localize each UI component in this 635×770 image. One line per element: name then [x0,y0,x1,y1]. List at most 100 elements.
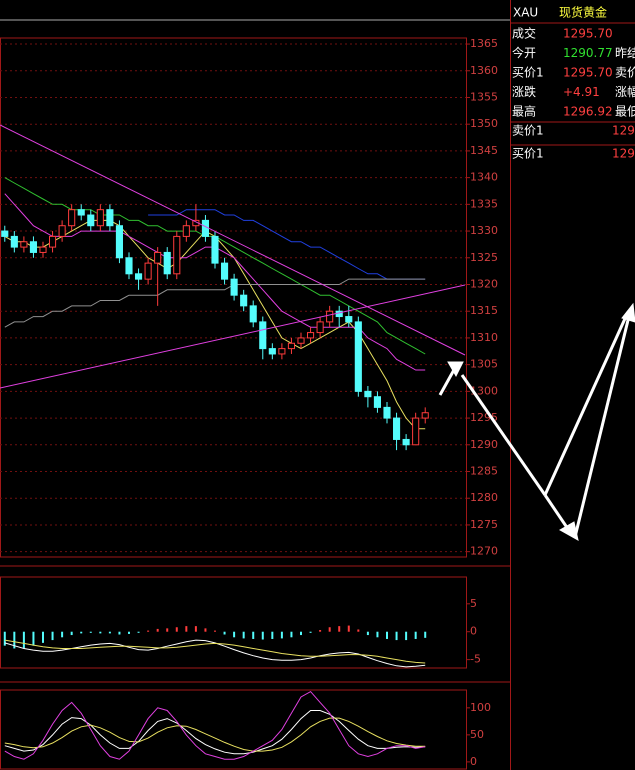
arrowhead [621,302,635,323]
arrow [438,367,457,396]
y-tick-label: 1320 [470,277,498,290]
book-label: 买价1 [512,147,544,161]
candle-body [354,321,362,392]
symbol: XAU [513,6,538,20]
y-tick-label: 1285 [470,465,498,478]
y-tick-label: 1290 [470,438,498,451]
candle-body [39,246,47,253]
y-tick-label: 1270 [470,545,498,558]
y-tick-label: -5 [470,653,481,666]
candle-body [201,219,210,237]
candle-body [211,235,219,264]
candle-body [230,278,238,296]
candle-body [68,209,76,227]
candle-body [259,321,267,350]
field-value: 1295.70 [563,27,613,41]
candle-body [77,209,85,216]
indicator-line [4,690,426,760]
y-tick-label: 1335 [470,197,498,210]
indicator-line [4,710,426,755]
y-tick-label: 1275 [470,518,498,531]
field-label: 成交 [512,26,536,41]
candle-body [154,251,162,264]
arrow [543,311,630,496]
y-tick-label: 1330 [470,224,498,237]
candle-body [345,316,353,323]
y-tick-label: 100 [470,701,491,714]
arrows [438,302,635,541]
field-value: 1295.70 [563,66,613,80]
y-tick-label: 1305 [470,358,498,371]
field-label: 最低 [615,105,635,119]
book-price: 1295 [612,124,635,138]
candle-body [297,337,305,344]
field-value: 1290.77 [563,46,613,60]
macd-frame [0,576,467,669]
field-label: 买价1 [512,66,544,80]
candle-body [249,305,257,323]
field-value: 1296.92 [563,105,613,119]
arrowhead [447,361,464,378]
field-value: +4.91 [563,85,600,99]
candle-body [316,321,324,334]
y-tick-label: 1325 [470,251,498,264]
indicator-line [148,209,426,280]
candle-body [10,235,18,248]
candle-body [144,262,152,280]
candle-body [173,235,181,275]
candle-body [392,417,401,440]
indicator-line [4,278,426,328]
y-tick-label: 1310 [470,331,498,344]
field-label: 涨幅 [615,84,635,99]
candle-body [20,241,28,248]
candle-body [134,273,143,280]
candle-body [287,342,296,350]
field-label: 卖价 [615,66,635,80]
candle-body [383,406,391,419]
candle-body [48,235,57,248]
instrument-name: 现货黄金 [559,5,607,20]
trend-line [0,284,466,389]
y-tick-label: 1280 [470,491,498,504]
y-tick-label: 1340 [470,171,498,184]
arrow [543,494,572,533]
y-tick-label: 0 [470,625,477,638]
candle-body [402,438,410,446]
field-label: 最高 [512,104,536,119]
candle-body [421,412,429,419]
candle-body [58,225,66,237]
arrow [573,311,632,538]
candle-body [163,251,171,275]
candle-body [87,214,95,227]
candle-body [373,396,382,408]
candle-body [1,230,9,237]
y-tick-label: 1360 [470,64,498,77]
book-label: 卖价1 [512,124,544,138]
candle-body [268,348,276,355]
candle-body [364,390,372,398]
y-tick-label: 0 [470,755,477,768]
trend-line [0,124,466,356]
candle-body [125,257,133,275]
candle-body [115,225,124,259]
candle-body [96,209,104,227]
kdj-frame [0,689,467,770]
field-label: 昨结 [615,46,635,60]
main-frame [0,37,467,558]
y-tick-label: 5 [470,597,477,610]
candle-body [326,310,334,323]
y-tick-label: 1365 [470,37,498,50]
y-tick-label: 1350 [470,117,498,130]
field-label: 涨跌 [512,84,536,99]
candle-body [278,348,286,355]
indicator-line [4,639,426,664]
candle-body [182,225,190,237]
candle-body [306,332,315,339]
candle-body [29,241,38,253]
arrow [460,374,547,496]
candle-body [106,209,114,227]
